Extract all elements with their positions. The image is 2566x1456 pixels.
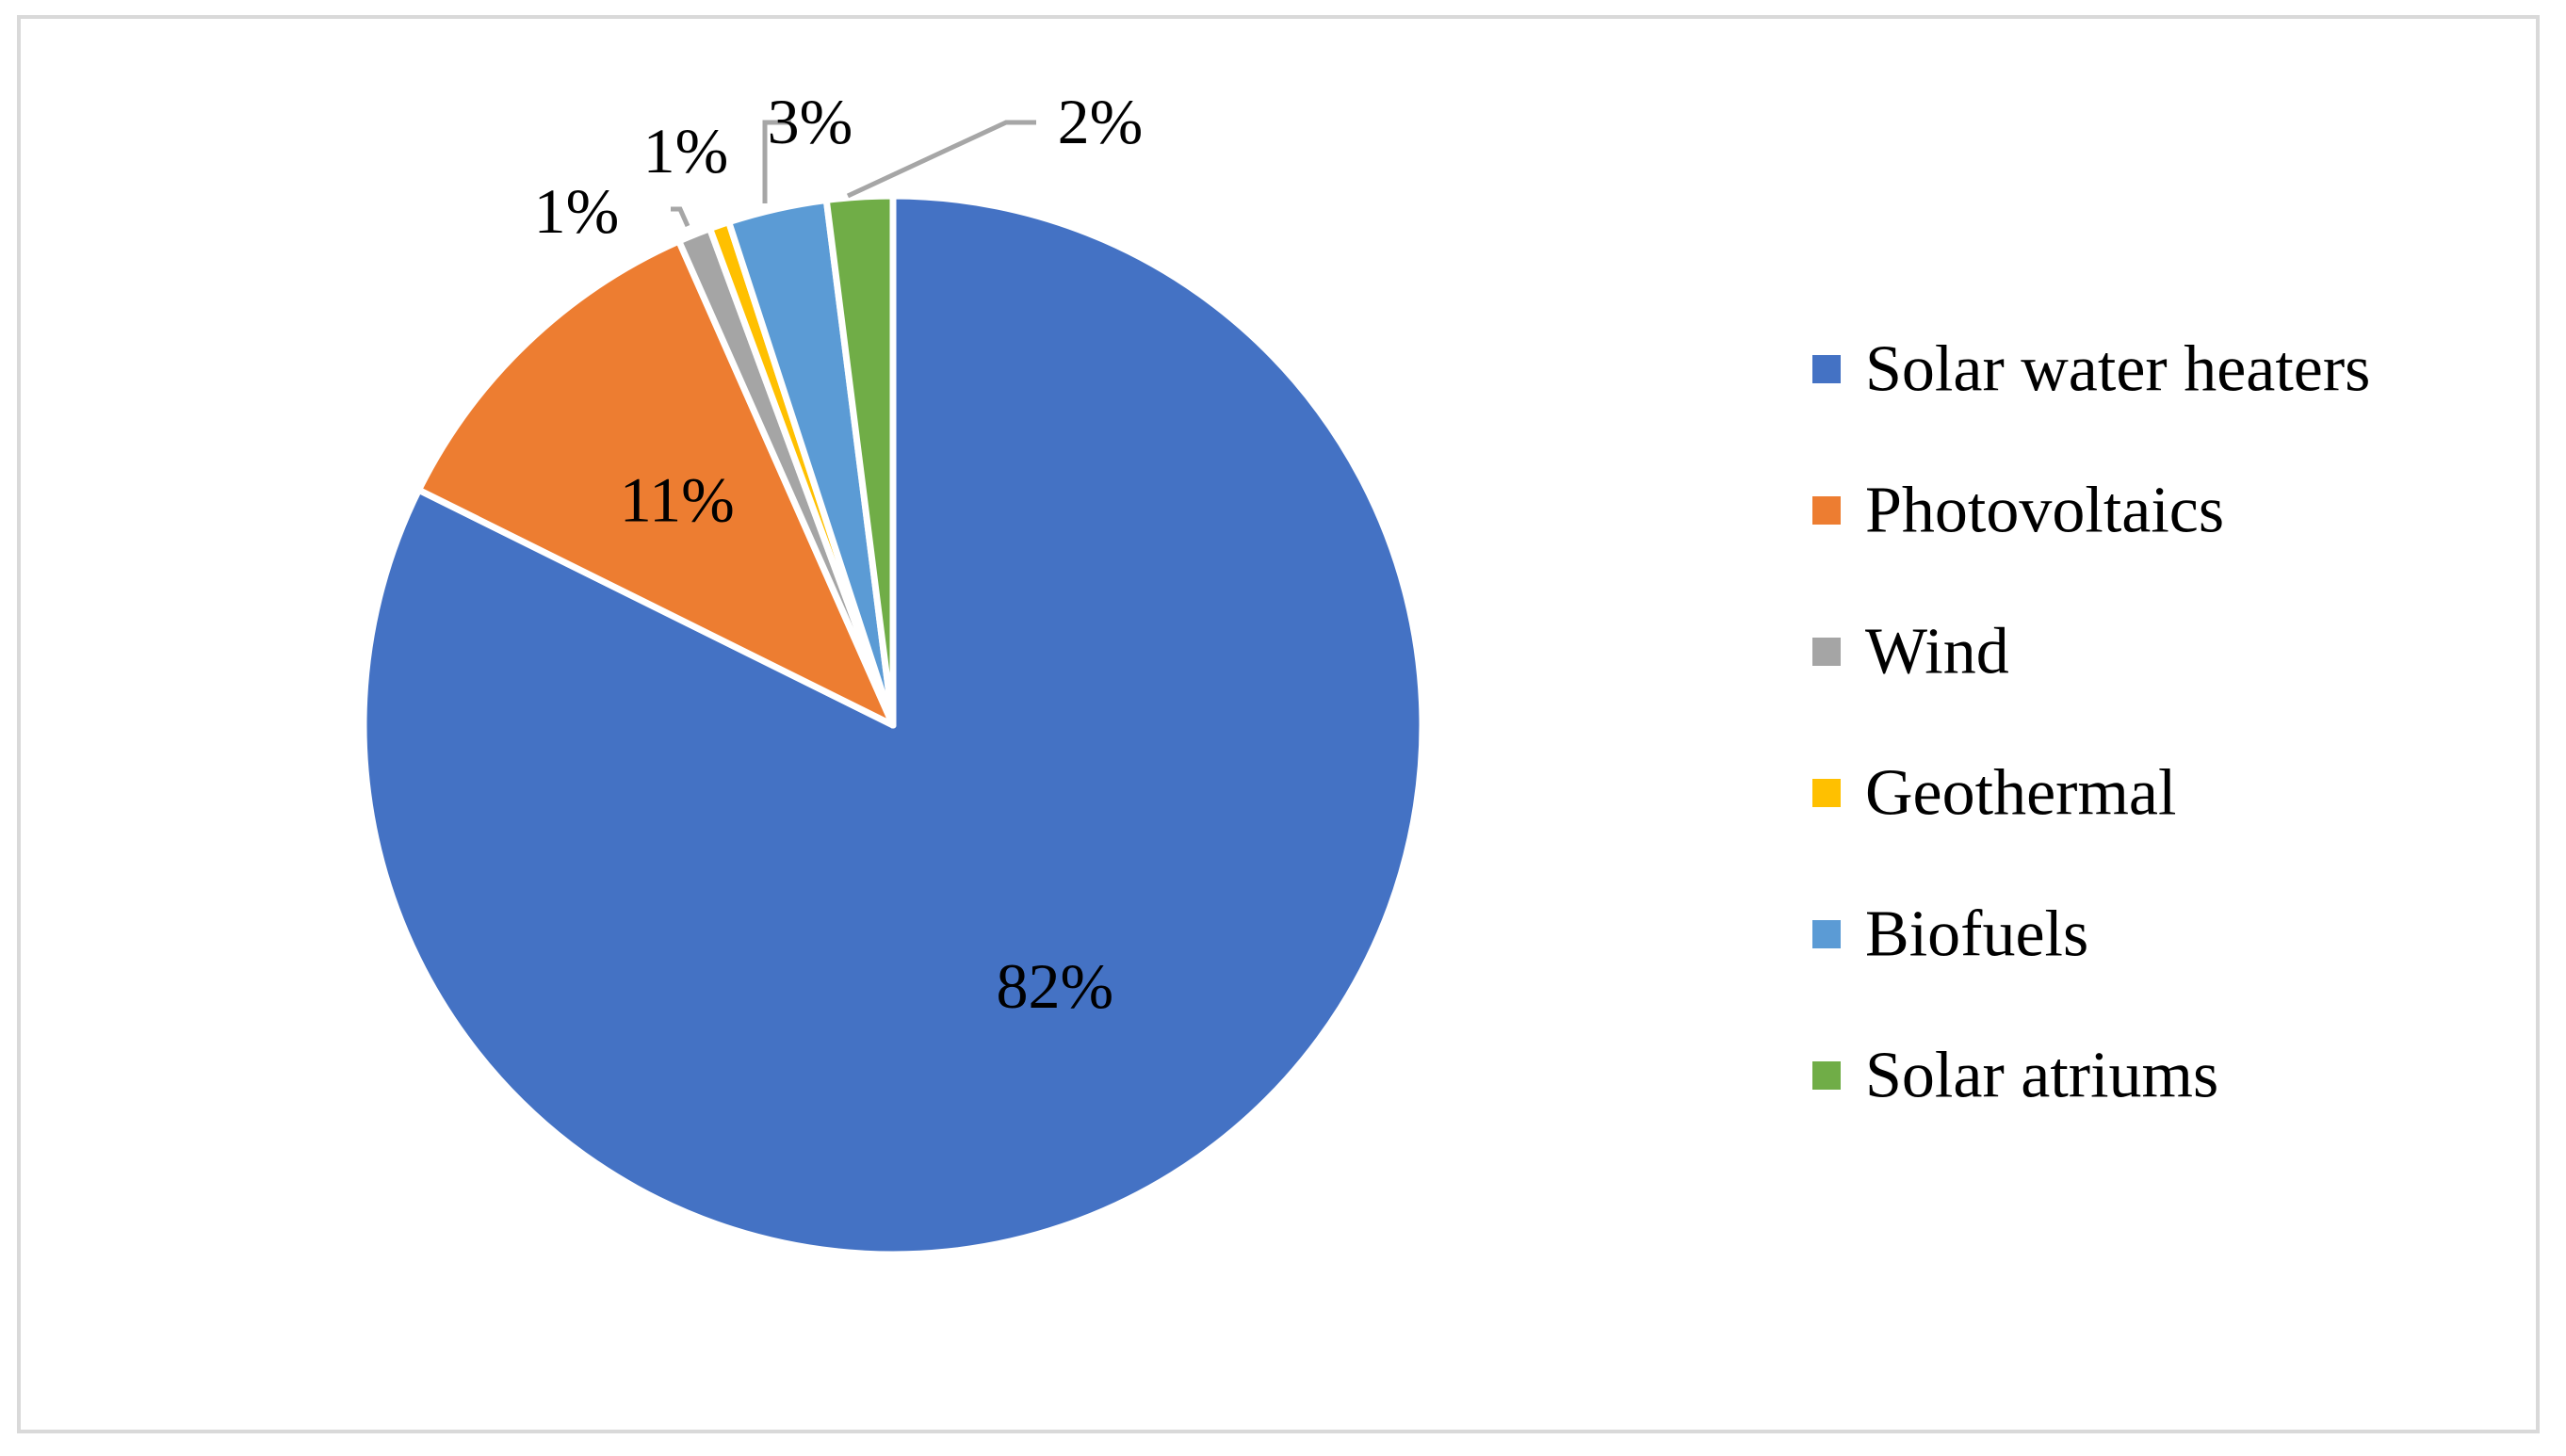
legend-item-solar-atriums: Solar atriums [1812, 1040, 2218, 1112]
leader-line-wind [671, 206, 690, 228]
leader-line-biofuels [762, 120, 791, 203]
leader-line-solar-atriums [846, 120, 1036, 199]
legend-label-solar-atriums: Solar atriums [1865, 1040, 2218, 1112]
legend-item-geothermal: Geothermal [1812, 757, 2176, 830]
legend-label-biofuels: Biofuels [1865, 898, 2088, 971]
legend-item-biofuels: Biofuels [1812, 898, 2088, 971]
leader-lines [671, 120, 1036, 228]
data-label-wind: 1% [534, 175, 620, 247]
legend-label-solar-water-heaters: Solar water heaters [1865, 333, 2370, 406]
data-label-geothermal: 1% [643, 115, 729, 186]
pie-slices [360, 192, 1426, 1258]
legend-swatch-solar-water-heaters [1812, 355, 1841, 383]
legend-swatch-photovoltaics [1812, 496, 1841, 525]
data-label-solar-atriums: 2% [1058, 86, 1144, 157]
legend-label-geothermal: Geothermal [1865, 757, 2176, 830]
legend-swatch-wind [1812, 638, 1841, 666]
legend-swatch-solar-atriums [1812, 1061, 1841, 1090]
pie-slice-photovoltaics [415, 237, 897, 729]
data-label-biofuels: 3% [768, 86, 853, 157]
pie-slice-solar-atriums [822, 192, 897, 729]
data-label-photovoltaics: 11% [620, 463, 735, 535]
legend-item-wind: Wind [1812, 616, 2009, 688]
data-label-solar-water-heaters: 82% [996, 950, 1113, 1022]
legend: Solar water heaters Photovoltaics Wind Geot… [1812, 333, 2370, 1112]
legend-label-photovoltaics: Photovoltaics [1865, 475, 2224, 547]
legend-label-wind: Wind [1865, 616, 2009, 688]
legend-swatch-geothermal [1812, 779, 1841, 807]
legend-item-photovoltaics: Photovoltaics [1812, 475, 2224, 547]
legend-swatch-biofuels [1812, 920, 1841, 948]
legend-item-solar-water-heaters: Solar water heaters [1812, 333, 2370, 406]
data-labels: 82% 11% 1% 3% 2% 1% [534, 86, 1144, 1022]
